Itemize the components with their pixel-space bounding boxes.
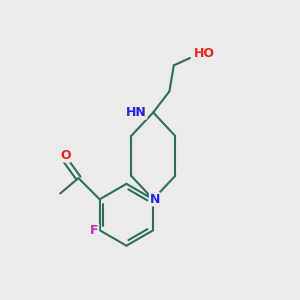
Text: N: N <box>149 193 160 206</box>
Text: F: F <box>90 224 99 237</box>
Text: HN: HN <box>126 106 147 119</box>
Text: O: O <box>60 149 70 162</box>
Text: HO: HO <box>194 47 214 60</box>
